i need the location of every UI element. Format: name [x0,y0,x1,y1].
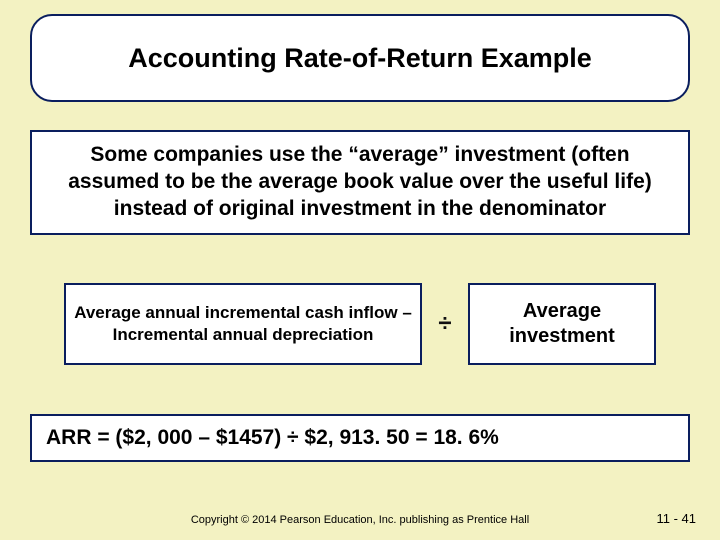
formula-numerator-box: Average annual incremental cash inflow –… [64,283,422,365]
formula-denominator-box: Average investment [468,283,656,365]
copyright-text: Copyright © 2014 Pearson Education, Inc.… [0,514,720,526]
calculation-box: ARR = ($2, 000 – $1457) ÷ $2, 913. 50 = … [30,414,690,462]
formula-row: Average annual incremental cash inflow –… [64,283,656,365]
title-box: Accounting Rate-of-Return Example [30,14,690,102]
formula-numerator-text: Average annual incremental cash inflow –… [72,302,414,346]
description-box: Some companies use the “average” investm… [30,130,690,235]
calculation-text: ARR = ($2, 000 – $1457) ÷ $2, 913. 50 = … [46,426,674,450]
formula-operator: ÷ [422,283,468,365]
slide-title: Accounting Rate-of-Return Example [128,43,592,74]
page-number: 11 - 41 [656,511,696,526]
description-text: Some companies use the “average” investm… [46,142,674,223]
formula-denominator-text: Average investment [476,299,648,349]
